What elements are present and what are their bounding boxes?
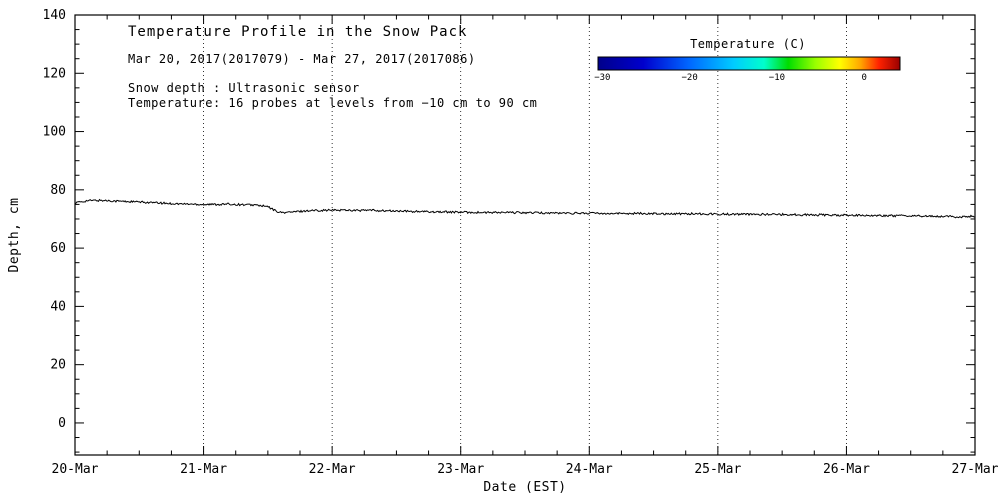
axis-ticks [74, 14, 976, 455]
colorbar-ramp [597, 56, 901, 71]
snow-depth-line [74, 198, 976, 219]
svg-text:−30: −30 [594, 73, 610, 83]
svg-text:21-Mar: 21-Mar [180, 462, 227, 477]
svg-text:25-Mar: 25-Mar [694, 462, 741, 477]
svg-text:20: 20 [50, 358, 66, 373]
svg-text:−10: −10 [769, 73, 785, 83]
chart-subtitle: Mar 20, 2017(2017079) - Mar 27, 2017(201… [128, 52, 476, 66]
colorbar-tick-labels: −30 −20 −10 0 [594, 73, 867, 83]
svg-text:0: 0 [58, 416, 66, 431]
svg-text:120: 120 [43, 66, 66, 81]
svg-text:23-Mar: 23-Mar [437, 462, 484, 477]
colorbar: Temperature (C) −30 −20 −10 0 [594, 37, 901, 83]
svg-text:27-Mar: 27-Mar [952, 462, 999, 477]
chart-title: Temperature Profile in the Snow Pack [128, 24, 467, 40]
svg-text:24-Mar: 24-Mar [566, 462, 613, 477]
y-axis-tick-labels: 0 20 40 60 80 100 120 140 [43, 8, 66, 431]
svg-text:140: 140 [43, 8, 66, 23]
x-axis-tick-labels: 20-Mar 21-Mar 22-Mar 23-Mar 24-Mar 25-Mar 26-M… [52, 462, 999, 477]
svg-text:60: 60 [50, 241, 66, 256]
vertical-gridlines [203, 15, 847, 455]
svg-text:40: 40 [50, 299, 66, 314]
chart-note-probes: Temperature: 16 probes at levels from −1… [128, 96, 537, 110]
x-axis-title: Date (EST) [483, 480, 566, 495]
svg-text:100: 100 [43, 125, 66, 140]
svg-text:−20: −20 [682, 73, 698, 83]
svg-text:80: 80 [50, 183, 66, 198]
svg-text:22-Mar: 22-Mar [309, 462, 356, 477]
y-axis-title: Depth, cm [7, 198, 22, 273]
colorbar-title: Temperature (C) [690, 37, 806, 51]
svg-text:26-Mar: 26-Mar [823, 462, 870, 477]
svg-text:20-Mar: 20-Mar [52, 462, 99, 477]
chart-note-sensor: Snow depth : Ultrasonic sensor [128, 81, 360, 95]
svg-text:0: 0 [862, 73, 867, 83]
